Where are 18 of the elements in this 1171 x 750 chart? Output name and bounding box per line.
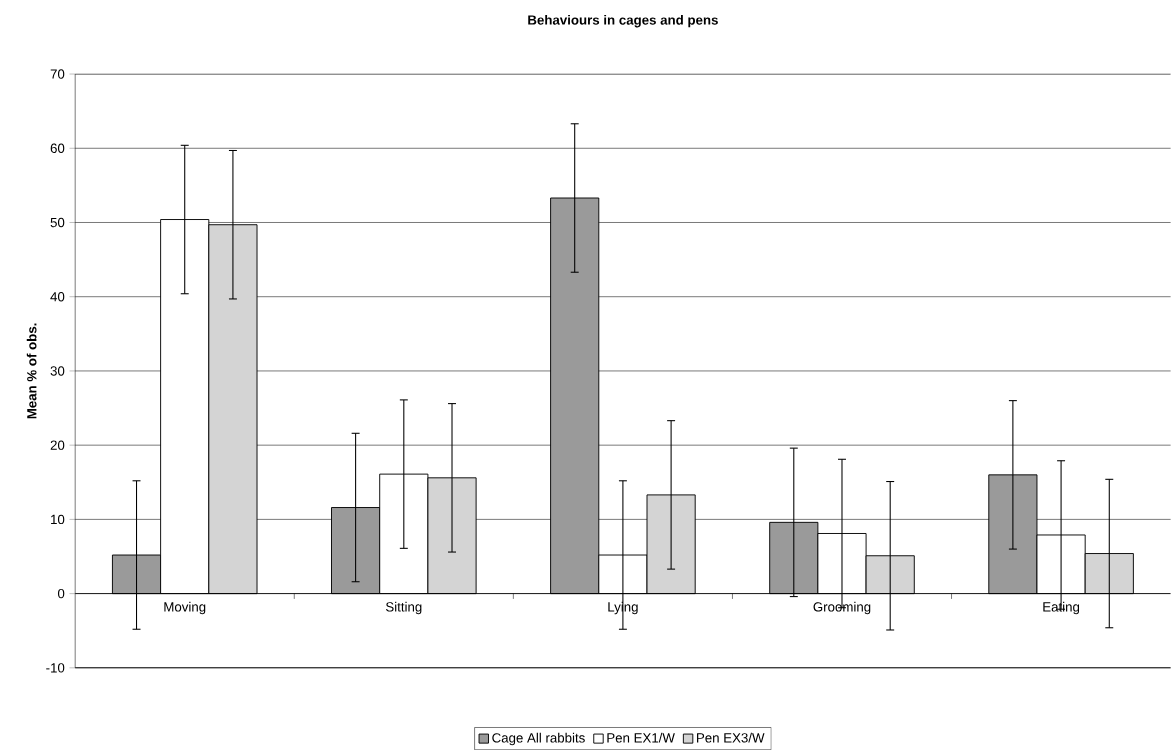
y-tick-label: 40	[50, 292, 65, 302]
x-tick-label: Sitting	[385, 601, 422, 615]
y-tick-label: 30	[50, 366, 65, 376]
y-tick-label: 50	[50, 217, 65, 228]
y-axis-title: Mean % of obs.	[26, 323, 37, 419]
x-tick-label: Eating	[1043, 601, 1080, 615]
chart-title: Behaviours in cages and pens	[528, 14, 718, 28]
y-tick-label: 0	[57, 588, 65, 599]
y-tick-label: 70	[50, 69, 65, 79]
legend-label: Cage All rabbits	[492, 732, 585, 746]
x-tick-label: Moving	[164, 601, 206, 615]
y-tick-label: -10	[46, 663, 65, 673]
y-tick-label: 20	[50, 440, 65, 450]
y-tick-label: 10	[51, 514, 65, 525]
y-tick-label: 60	[50, 143, 65, 153]
legend-label: Pen EX3/W	[697, 732, 765, 743]
legend-label: Pen EX1/W	[607, 732, 675, 743]
x-tick-label: Grooming	[813, 601, 871, 615]
